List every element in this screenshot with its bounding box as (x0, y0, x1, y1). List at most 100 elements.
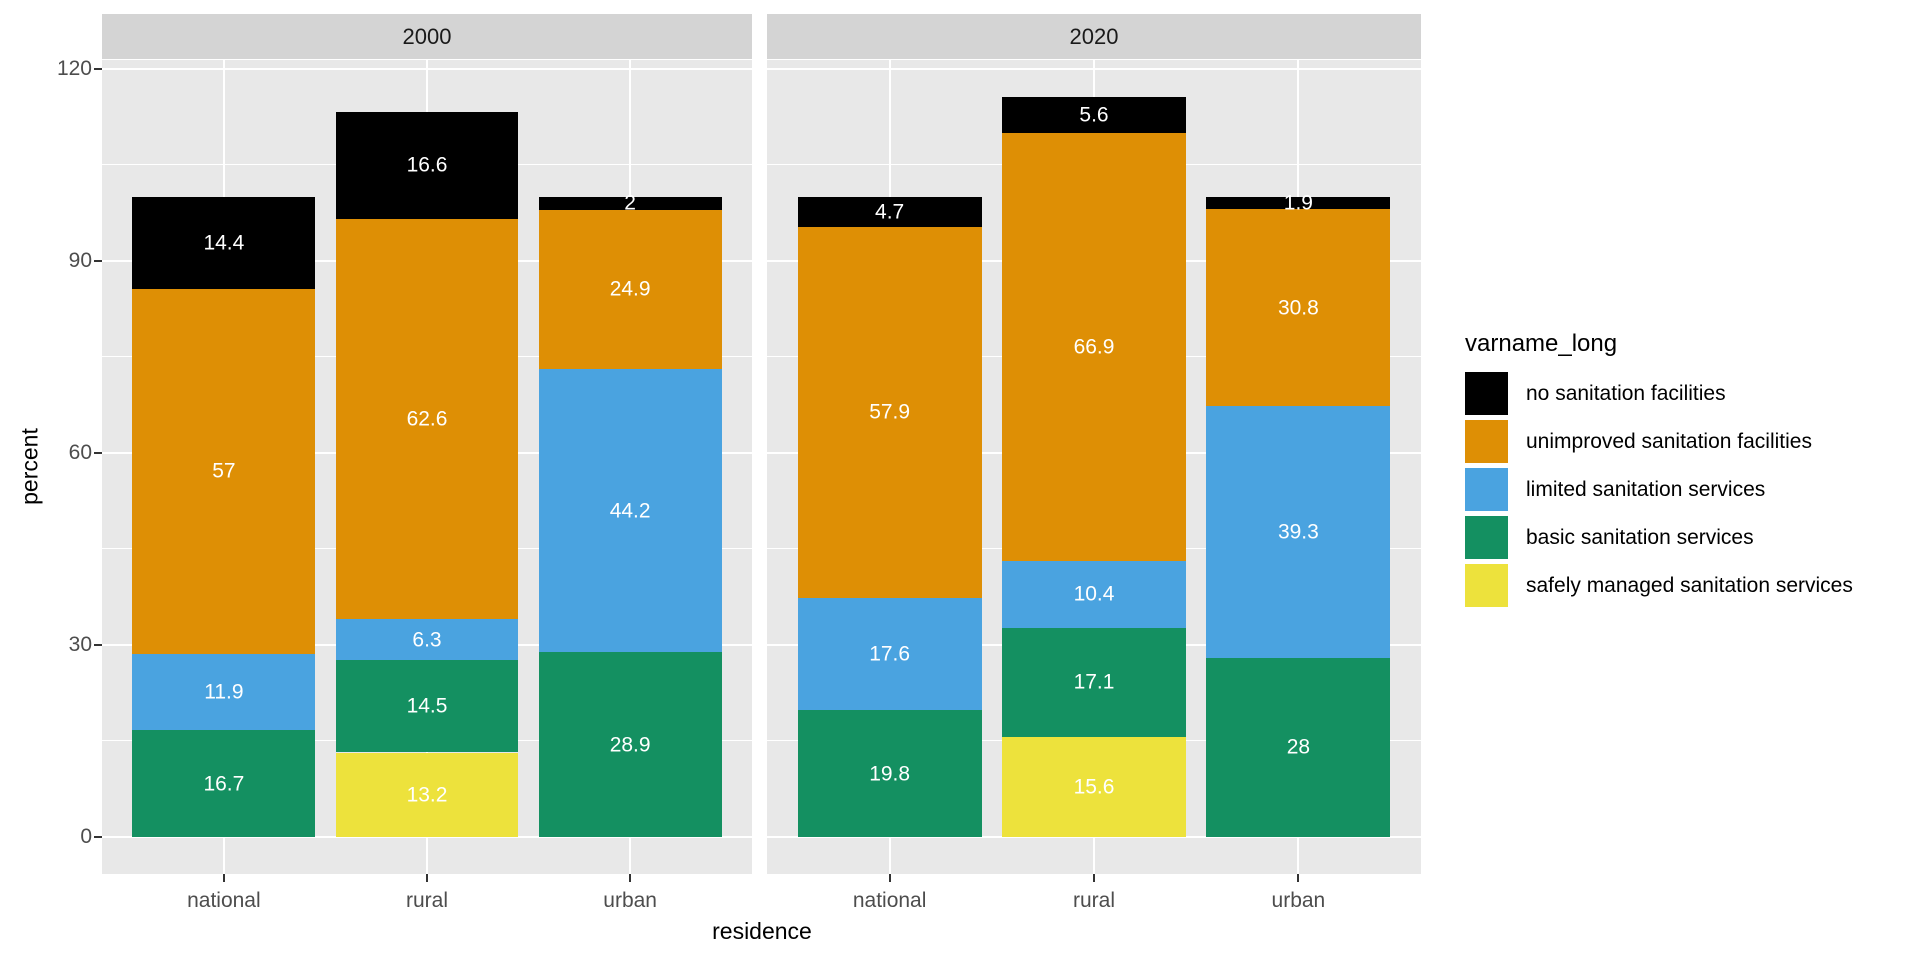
legend-item: safely managed sanitation services (1465, 564, 1853, 607)
bar-segment (132, 653, 316, 731)
legend-label: basic sanitation services (1526, 525, 1754, 549)
legend-item: basic sanitation services (1465, 516, 1853, 559)
legend-swatch (1465, 420, 1508, 463)
bar-segment (538, 196, 722, 210)
bar-label: 10.4 (1073, 582, 1115, 606)
x-axis-title: residence (712, 918, 812, 944)
y-axis-title: percent (16, 428, 43, 505)
y-tick-label: 0 (80, 825, 92, 848)
y-tick-label: 90 (68, 248, 92, 272)
legend-label: unimproved sanitation facilities (1526, 429, 1812, 453)
x-tick-label: rural (1072, 889, 1115, 912)
bar-segment (132, 289, 316, 654)
x-tick-mark (222, 874, 225, 882)
bar: 16.7 11.9 57 14.4 (132, 60, 316, 874)
bar-segment (1206, 657, 1391, 837)
bar-segment (132, 196, 316, 290)
x-tick-label: national (187, 889, 261, 912)
legend-swatch (1465, 372, 1508, 415)
bar-label: 14.5 (406, 694, 448, 718)
bar-label: 57.9 (869, 400, 911, 424)
x-tick-label: rural (405, 889, 448, 912)
bar: 28.9 44.2 24.9 2 (538, 60, 722, 874)
bar: 15.6 17.1 10.4 66.9 5.6 (1002, 60, 1186, 874)
legend-item: unimproved sanitation facilities (1465, 420, 1853, 463)
bar-label: 30.8 (1277, 296, 1319, 320)
x-tick-mark (1093, 874, 1095, 882)
bar-segment (335, 112, 519, 219)
bar-label: 17.6 (869, 642, 911, 666)
bar-label: 44.2 (609, 499, 651, 523)
bar-label: 19.8 (869, 762, 911, 786)
bar-segment (538, 652, 722, 837)
x-tick-label: national (852, 889, 927, 912)
bar-label: 1.9 (1283, 191, 1313, 215)
bar: 19.8 17.6 57.9 4.7 (797, 60, 982, 874)
bar-label: 62.6 (406, 407, 448, 431)
y-tick-mark (94, 836, 102, 838)
y-tick-mark (94, 643, 102, 646)
bar-segment (538, 209, 722, 370)
bar-label: 66.9 (1073, 335, 1115, 359)
bar-segment (538, 369, 722, 652)
bar-label: 14.4 (203, 231, 245, 255)
x-tick-mark (1297, 874, 1300, 882)
bar-segment (335, 752, 519, 837)
bar-label: 24.9 (609, 277, 651, 301)
bar-segment (335, 218, 519, 620)
legend-label: safely managed sanitation services (1526, 573, 1853, 597)
bar-segment (335, 619, 519, 660)
bar-label: 13.2 (406, 783, 448, 807)
facet-panel: 19.8 17.6 57.9 4.7 15.6 17.1 10.4 66.9 5.6 28 39.3… (767, 60, 1421, 874)
bar-label: 16.7 (203, 772, 245, 796)
legend-swatch (1465, 468, 1508, 511)
y-tick-label: 60 (68, 440, 92, 464)
y-tick-mark (94, 259, 102, 262)
facet-strip: 2000 (102, 14, 752, 59)
bar-label: 5.6 (1079, 103, 1109, 127)
facet-strip: 2020 (767, 14, 1421, 59)
legend-swatch (1465, 564, 1508, 607)
legend-items: no sanitation facilities unimproved sanit… (1465, 372, 1853, 607)
bar-label: 57 (212, 459, 236, 483)
bar: 13.2 14.5 6.3 62.6 16.6 (335, 60, 519, 874)
gridline-major (767, 67, 1421, 70)
bar-segment (1002, 627, 1186, 738)
legend-title: varname_long (1465, 330, 1618, 357)
facet-strip-label: 2020 (1069, 23, 1119, 49)
bar-label: 11.9 (204, 680, 244, 704)
bar-segment (1002, 132, 1186, 562)
bar-label: 39.3 (1277, 520, 1319, 544)
x-tick-mark (426, 874, 428, 882)
bar-segment (1002, 97, 1186, 133)
y-tick-label: 120 (56, 56, 92, 80)
bar-label: 17.1 (1073, 670, 1115, 694)
bar-label: 15.6 (1073, 775, 1115, 799)
facet-strip-label: 2000 (402, 23, 452, 49)
bar-label: 6.3 (412, 628, 442, 652)
legend-item: limited sanitation services (1465, 468, 1853, 511)
bar-segment (1002, 561, 1186, 628)
bar-segment (797, 597, 982, 711)
bar-segment (797, 196, 982, 227)
bar-label: 16.6 (406, 153, 448, 177)
gridline-major (767, 836, 1421, 838)
bar-segment (132, 730, 316, 837)
bar-label: 28.9 (609, 733, 651, 756)
x-tick-mark (629, 874, 632, 882)
y-tick-mark (94, 67, 102, 70)
y-tick-mark (94, 451, 102, 454)
legend-label: no sanitation facilities (1526, 381, 1726, 405)
legend-item: no sanitation facilities (1465, 372, 1853, 415)
legend: varname_long no sanitation facilities uni… (1465, 330, 1853, 612)
bar-segment (797, 710, 982, 837)
bar-segment (1002, 737, 1186, 837)
x-tick-mark (888, 874, 891, 882)
y-tick-label: 30 (68, 632, 92, 656)
gridline-major (102, 67, 752, 70)
legend-swatch (1465, 516, 1508, 559)
bar: 28 39.3 30.8 1.9 (1206, 60, 1391, 874)
x-tick-label: urban (1271, 889, 1326, 912)
bar-segment (1206, 196, 1391, 210)
